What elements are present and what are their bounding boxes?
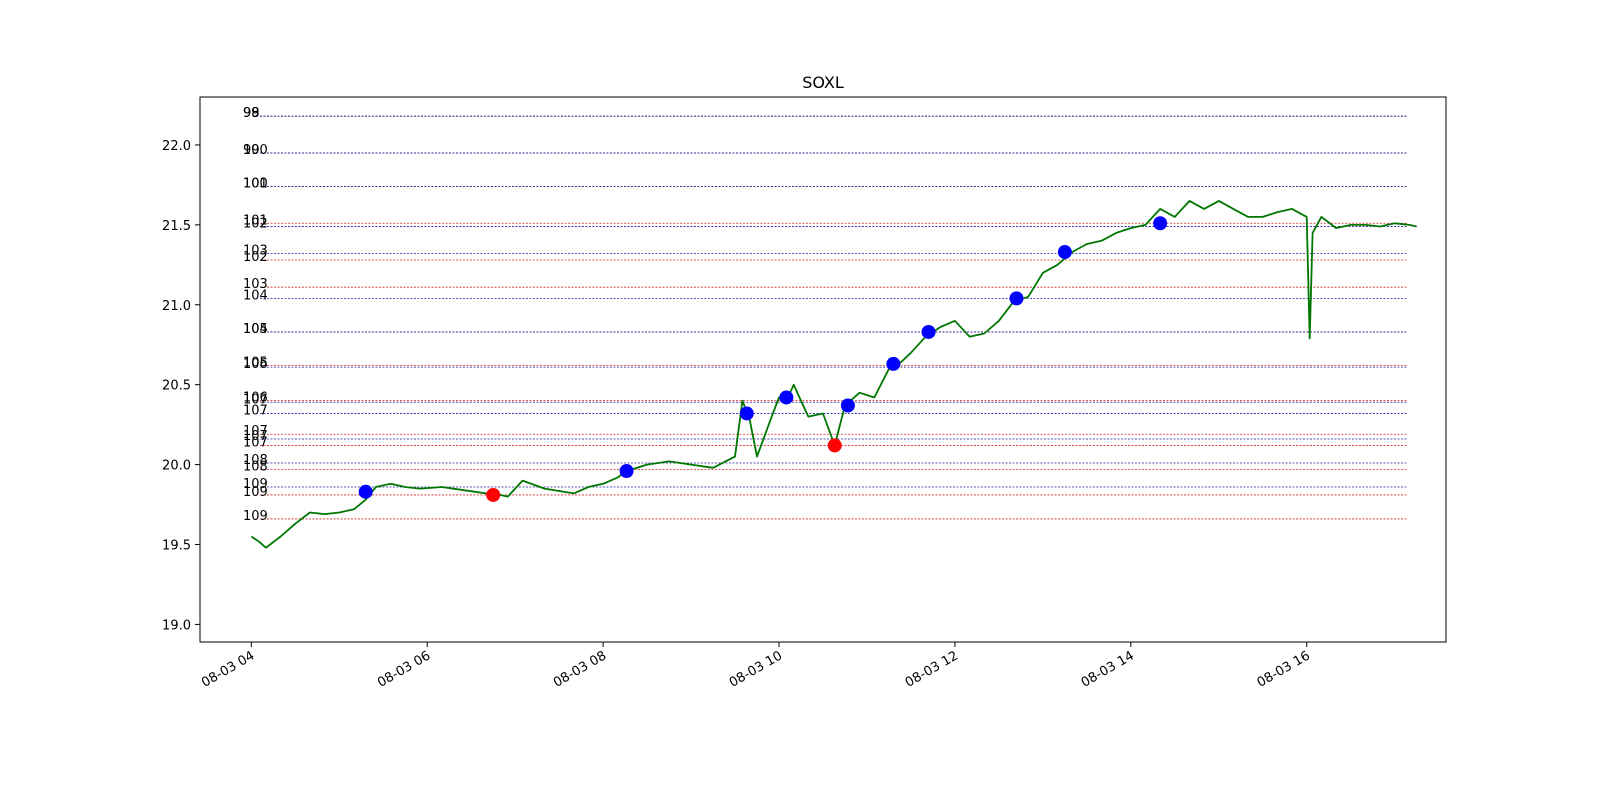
level-label: 101 [243,213,268,228]
level-label: 107 [243,424,268,439]
y-tick-label: 20.0 [162,459,191,474]
y-tick-label: 19.5 [162,539,191,554]
y-tick-label: 21.0 [162,299,191,314]
level-label: 100 [243,143,268,158]
chart-title: SOXL [802,73,844,92]
y-tick-label: 19.0 [162,618,191,633]
level-label: 102 [243,250,268,265]
level-label: 108 [243,459,268,474]
y-tick-label: 21.5 [162,219,191,234]
buy-marker [840,398,855,413]
level-label: 107 [243,429,268,444]
level-label: 105 [243,356,268,371]
level-label: 108 [243,453,268,468]
level-label: 103 [243,277,268,292]
level-label: 101 [243,177,268,192]
level-label: 99 [243,143,260,158]
markers-layer [358,216,1168,502]
buy-marker [1057,245,1072,260]
level-label: 109 [243,477,268,492]
sell-marker [486,487,501,502]
level-label: 109 [243,509,268,524]
buy-marker [886,356,901,371]
level-label: 107 [243,392,268,407]
buy-marker [1153,216,1168,231]
plot-frame [199,96,1447,643]
buy-marker [779,390,794,405]
level-label: 99 [243,106,260,121]
level-label: 105 [243,322,268,337]
level-label: 100 [243,177,268,192]
level-label: 106 [243,357,268,372]
level-label: 107 [243,435,268,450]
y-tick-label: 20.5 [162,379,191,394]
buy-marker [1009,291,1024,306]
level-label: 107 [243,403,268,418]
level-label: 109 [243,485,268,500]
buy-marker [739,406,754,421]
level-label: 106 [243,391,268,406]
level-label: 103 [243,244,268,259]
sell-marker [827,438,842,453]
level-label: 104 [243,288,268,303]
buy-marker [921,324,936,339]
y-axis: 19.0 19.5 20.0 20.5 21.0 21.5 22.0 [162,139,200,633]
level-label: 102 [243,216,268,231]
level-label: 98 [243,106,260,121]
buy-marker [619,463,634,478]
level-labels-layer: 9899991001001011011021031021031041041051… [243,106,268,524]
y-tick-label: 22.0 [162,139,191,154]
buy-marker [358,484,373,499]
level-label: 104 [243,322,268,337]
